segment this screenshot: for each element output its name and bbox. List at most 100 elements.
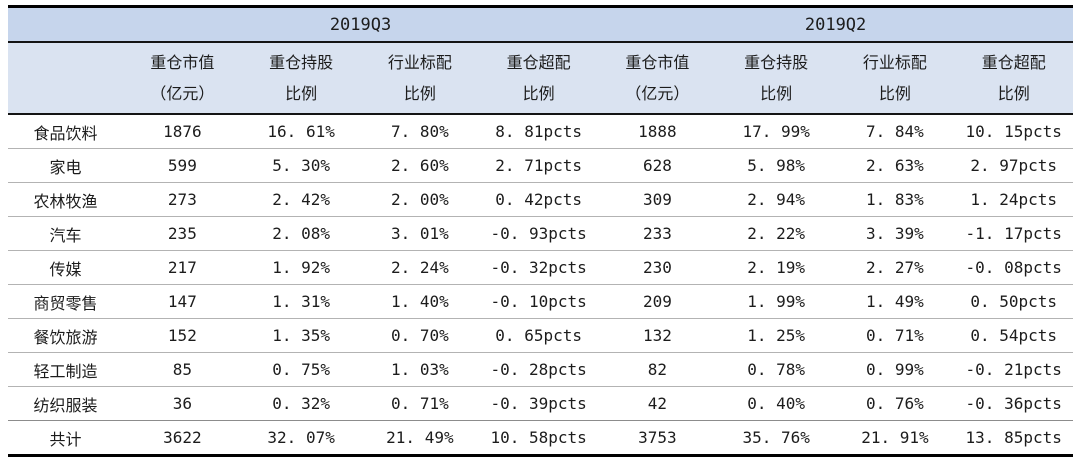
- table-cell: 209: [598, 284, 717, 319]
- row-label: 共计: [8, 420, 123, 456]
- table-cell: 0. 75%: [241, 352, 361, 387]
- table-cell: 0. 76%: [835, 386, 955, 421]
- table-cell: 1. 83%: [835, 182, 955, 217]
- table-cell: 235: [123, 216, 242, 251]
- table-cell: 1888: [598, 114, 717, 149]
- table-cell: 0. 40%: [716, 386, 836, 421]
- table-cell: 2. 97pcts: [954, 148, 1074, 183]
- table-cell: 2. 22%: [716, 216, 836, 251]
- table-cell: 1. 49%: [835, 284, 955, 319]
- table-cell: 3. 01%: [360, 216, 480, 251]
- table-cell: 273: [123, 182, 242, 217]
- table-row: 轻工制造 85 0. 75% 1. 03% -0. 28pcts 82 0. 78% 0. 9…: [8, 352, 1074, 387]
- table-cell: -0. 10pcts: [479, 284, 599, 319]
- table-cell: -0. 08pcts: [954, 250, 1074, 285]
- table-cell: 3. 39%: [835, 216, 955, 251]
- col-header-q2-benchmark-ratio: 行业标配 比例: [835, 42, 955, 115]
- table-row: 纺织服装 36 0. 32% 0. 71% -0. 39pcts 42 0. 40% 0. 7…: [8, 386, 1074, 421]
- table-cell: 2. 71pcts: [479, 148, 599, 183]
- table-row: 餐饮旅游 152 1. 35% 0. 70% 0. 65pcts 132 1. 25% 0. …: [8, 318, 1074, 353]
- corner-cell: [8, 42, 123, 115]
- table-cell: 2. 08%: [241, 216, 361, 251]
- col-header-q2-market-value: 重仓市值 （亿元）: [598, 42, 717, 115]
- table-cell: 1. 92%: [241, 250, 361, 285]
- table-cell: 2. 42%: [241, 182, 361, 217]
- table-cell: 1. 24pcts: [954, 182, 1074, 217]
- table-cell: 1. 40%: [360, 284, 480, 319]
- table-cell: 10. 15pcts: [954, 114, 1074, 149]
- table-cell: 0. 42pcts: [479, 182, 599, 217]
- row-label: 食品饮料: [8, 114, 123, 149]
- table-cell: 0. 65pcts: [479, 318, 599, 353]
- table-header: 2019Q3 2019Q2 重仓市值 （亿元） 重仓持股 比例 行业标配 比例: [8, 6, 1074, 115]
- group-header-row: 2019Q3 2019Q2: [8, 6, 1074, 43]
- table-cell: 3753: [598, 420, 717, 456]
- col-header-q3-benchmark-ratio: 行业标配 比例: [360, 42, 480, 115]
- table-cell: 8. 81pcts: [479, 114, 599, 149]
- table-cell: 1. 25%: [716, 318, 836, 353]
- fund-holdings-table: 2019Q3 2019Q2 重仓市值 （亿元） 重仓持股 比例 行业标配 比例: [8, 5, 1074, 457]
- table-cell: 0. 50pcts: [954, 284, 1074, 319]
- row-label: 传媒: [8, 250, 123, 285]
- table-cell: 42: [598, 386, 717, 421]
- table-cell: 2. 19%: [716, 250, 836, 285]
- table-cell: 82: [598, 352, 717, 387]
- total-row: 共计 3622 32. 07% 21. 49% 10. 58pcts 3753 35. 76…: [8, 420, 1074, 456]
- col-header-q3-holding-ratio: 重仓持股 比例: [241, 42, 361, 115]
- table-cell: 233: [598, 216, 717, 251]
- table-cell: 0. 99%: [835, 352, 955, 387]
- table-cell: 1. 03%: [360, 352, 480, 387]
- table-cell: 217: [123, 250, 242, 285]
- table-cell: 147: [123, 284, 242, 319]
- table-cell: 132: [598, 318, 717, 353]
- table-cell: 2. 94%: [716, 182, 836, 217]
- table-row: 商贸零售 147 1. 31% 1. 40% -0. 10pcts 209 1. 99% 1.…: [8, 284, 1074, 319]
- table-cell: 36: [123, 386, 242, 421]
- col-header-q2-overweight-ratio: 重仓超配 比例: [954, 42, 1074, 115]
- table-cell: 152: [123, 318, 242, 353]
- sub-header-row: 重仓市值 （亿元） 重仓持股 比例 行业标配 比例 重仓超配 比例 重仓市值: [8, 42, 1074, 115]
- table-cell: 2. 00%: [360, 182, 480, 217]
- table-cell: 0. 54pcts: [954, 318, 1074, 353]
- table-cell: 7. 84%: [835, 114, 955, 149]
- table-cell: -0. 39pcts: [479, 386, 599, 421]
- table-cell: 3622: [123, 420, 242, 456]
- table-cell: 7. 80%: [360, 114, 480, 149]
- corner-cell: [8, 6, 123, 43]
- table-cell: -0. 93pcts: [479, 216, 599, 251]
- table-cell: 599: [123, 148, 242, 183]
- table-cell: 1. 35%: [241, 318, 361, 353]
- row-label: 家电: [8, 148, 123, 183]
- table-cell: 17. 99%: [716, 114, 836, 149]
- table-cell: 0. 32%: [241, 386, 361, 421]
- row-label: 纺织服装: [8, 386, 123, 421]
- row-label: 轻工制造: [8, 352, 123, 387]
- table-cell: 32. 07%: [241, 420, 361, 456]
- table-cell: 309: [598, 182, 717, 217]
- table-cell: 35. 76%: [716, 420, 836, 456]
- table-row: 家电 599 5. 30% 2. 60% 2. 71pcts 628 5. 98% 2. 63…: [8, 148, 1074, 183]
- table-cell: -0. 32pcts: [479, 250, 599, 285]
- col-header-q3-market-value: 重仓市值 （亿元）: [123, 42, 242, 115]
- table-cell: 0. 78%: [716, 352, 836, 387]
- table-cell: 1876: [123, 114, 242, 149]
- row-label: 汽车: [8, 216, 123, 251]
- table-cell: 13. 85pcts: [954, 420, 1074, 456]
- table-cell: 0. 70%: [360, 318, 480, 353]
- col-header-q3-overweight-ratio: 重仓超配 比例: [479, 42, 599, 115]
- table-body: 食品饮料 1876 16. 61% 7. 80% 8. 81pcts 1888 17. 99…: [8, 114, 1074, 456]
- table-cell: -0. 21pcts: [954, 352, 1074, 387]
- table-cell: 1. 99%: [716, 284, 836, 319]
- table-row: 农林牧渔 273 2. 42% 2. 00% 0. 42pcts 309 2. 94% 1. …: [8, 182, 1074, 217]
- table-cell: 2. 60%: [360, 148, 480, 183]
- table-cell: 1. 31%: [241, 284, 361, 319]
- table-cell: 10. 58pcts: [479, 420, 599, 456]
- table-cell: 16. 61%: [241, 114, 361, 149]
- table-cell: 21. 49%: [360, 420, 480, 456]
- table-cell: -1. 17pcts: [954, 216, 1074, 251]
- row-label: 商贸零售: [8, 284, 123, 319]
- table-cell: 2. 27%: [835, 250, 955, 285]
- row-label: 餐饮旅游: [8, 318, 123, 353]
- table-cell: 85: [123, 352, 242, 387]
